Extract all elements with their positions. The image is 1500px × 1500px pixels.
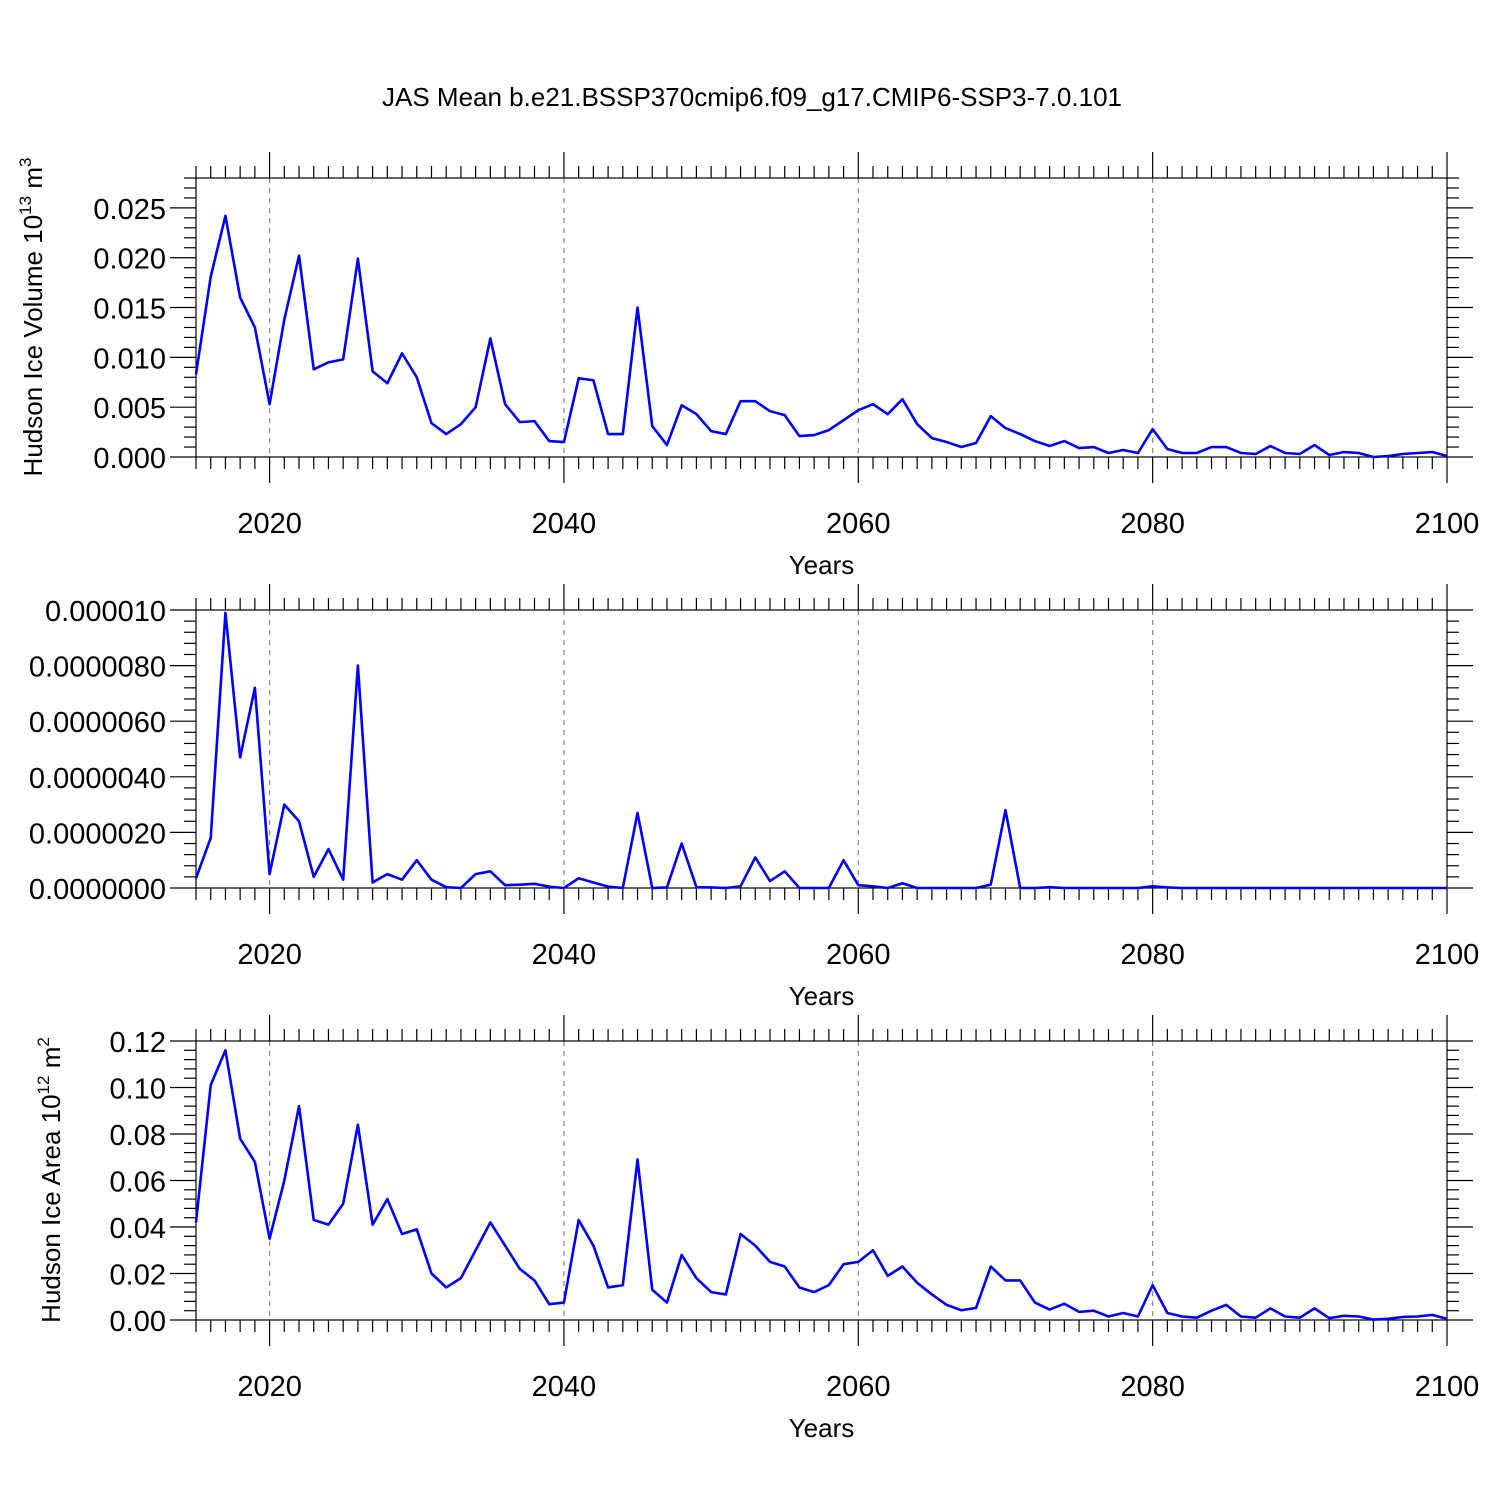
series-line — [194, 611, 1447, 890]
x-tick-label: 2080 — [1120, 508, 1185, 540]
x-tick-label: 2060 — [826, 939, 891, 971]
panel-1: 2020 2040 2060 2080 2100 Years 0.000 0.005 0.010… — [16, 152, 1479, 580]
chart-title: JAS Mean b.e21.BSSP370cmip6.f09_g17.CMIP… — [382, 82, 1122, 112]
y-tick-label: 0.00 — [110, 1306, 166, 1338]
panel-2: 2020 2040 2060 2080 2100 Years 0.0000000 0.0000… — [29, 584, 1479, 1011]
y-tick-label: 0.04 — [110, 1213, 166, 1245]
y-tick-label: 0.12 — [110, 1027, 166, 1059]
y-tick-label: 0.000 — [93, 443, 166, 475]
y-tick-label: 0.0000020 — [29, 818, 166, 850]
y-tick-label: 0.0000060 — [29, 707, 166, 739]
y-tick-label: 0.015 — [93, 294, 166, 326]
y-tick-label: 0.000010 — [45, 596, 166, 628]
x-tick-label: 2020 — [237, 508, 302, 540]
y-tick-label: 0.08 — [110, 1120, 166, 1152]
y-tick-label: 0.005 — [93, 393, 166, 425]
y-tick-label: 0.10 — [110, 1074, 166, 1106]
x-tick-label: 2040 — [532, 1371, 597, 1403]
x-tick-label: 2060 — [826, 508, 891, 540]
x-tick-label: 2080 — [1120, 939, 1185, 971]
series-line — [194, 214, 1448, 459]
x-tick-label: 2020 — [237, 939, 302, 971]
y-tick-label: 0.06 — [110, 1167, 166, 1199]
y-tick-label: 0.0000040 — [29, 763, 166, 795]
x-tick-label: 2060 — [826, 1371, 891, 1403]
x-axis-title: Years — [789, 550, 855, 580]
y-tick-label: 0.0000080 — [29, 652, 166, 684]
series-line — [194, 1049, 1448, 1321]
plot-frame — [195, 177, 1448, 458]
y-tick-label: 0.020 — [93, 244, 166, 276]
plot-frame — [195, 609, 1448, 889]
y-axis-title: Hudson Ice Volume 1013 m3 — [16, 158, 48, 477]
x-tick-label: 2100 — [1415, 508, 1480, 540]
panel-3: 2020 2040 2060 2080 2100 Years 0.00 0.02 0.04 0.0… — [34, 1015, 1479, 1443]
x-tick-label: 2100 — [1415, 939, 1480, 971]
x-tick-label: 2020 — [237, 1371, 302, 1403]
y-tick-label: 0.025 — [93, 194, 166, 226]
x-axis-title: Years — [789, 981, 855, 1011]
y-tick-label: 0.010 — [93, 343, 166, 375]
x-tick-label: 2100 — [1415, 1371, 1480, 1403]
y-axis-title: Hudson Ice Area 1012 m2 — [34, 1037, 66, 1323]
plot-frame — [195, 1040, 1448, 1321]
y-tick-label: 0.0000000 — [29, 874, 166, 906]
x-tick-label: 2040 — [532, 939, 597, 971]
x-axis-title: Years — [789, 1413, 855, 1443]
x-tick-label: 2080 — [1120, 1371, 1185, 1403]
x-tick-label: 2040 — [532, 508, 597, 540]
y-tick-label: 0.02 — [110, 1260, 166, 1292]
